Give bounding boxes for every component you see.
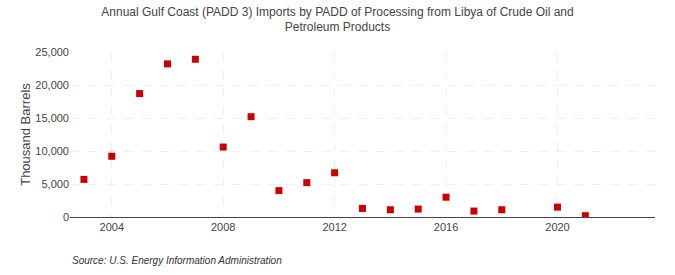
svg-text:15,000: 15,000 <box>35 112 69 124</box>
svg-text:2020: 2020 <box>545 221 569 233</box>
svg-text:10,000: 10,000 <box>35 145 69 157</box>
svg-text:2004: 2004 <box>100 221 124 233</box>
svg-text:Thousand Barrels: Thousand Barrels <box>18 83 33 186</box>
svg-text:2008: 2008 <box>211 221 235 233</box>
svg-text:25,000: 25,000 <box>35 46 69 58</box>
svg-text:0: 0 <box>63 211 69 223</box>
svg-text:2012: 2012 <box>322 221 346 233</box>
svg-text:Source: U.S. Energy Informatio: Source: U.S. Energy Information Administ… <box>72 255 282 266</box>
svg-text:Annual Gulf Coast (PADD 3) Imp: Annual Gulf Coast (PADD 3) Imports by PA… <box>101 5 573 35</box>
svg-text:20,000: 20,000 <box>35 79 69 91</box>
svg-text:2016: 2016 <box>434 221 458 233</box>
svg-text:5,000: 5,000 <box>41 178 69 190</box>
